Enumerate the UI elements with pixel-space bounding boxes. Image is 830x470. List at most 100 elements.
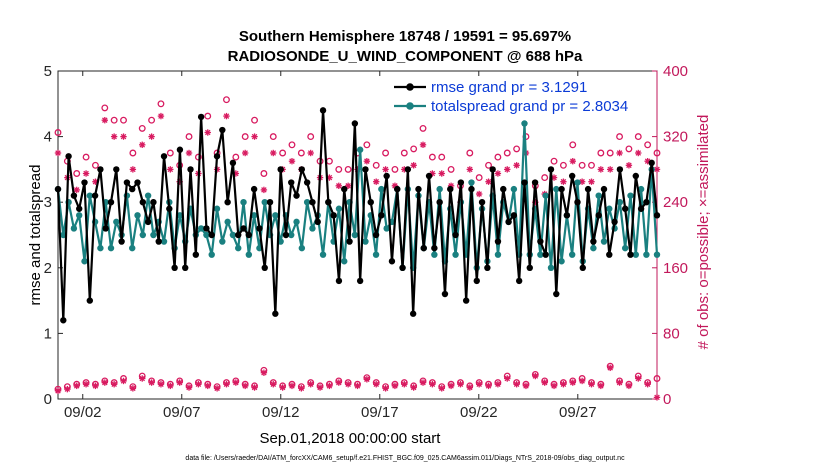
- obs_assimilated_top-stroke: [307, 150, 314, 156]
- obs_assimilated_top-marker: [410, 162, 417, 169]
- obs_possible_top-marker: [269, 133, 277, 141]
- rmse-point: [97, 166, 104, 173]
- obs_assimilated_bottom-stroke: [336, 379, 342, 386]
- rmse-point: [219, 126, 226, 134]
- obs_assimilated_bottom-marker: [532, 372, 539, 380]
- obs_assimilated_top-marker: [185, 149, 193, 157]
- rmse-point: [447, 185, 454, 193]
- rmse-point: [505, 218, 512, 226]
- obs_assimilated_bottom-stroke: [457, 381, 464, 388]
- obs_assimilated_top-stroke: [570, 158, 576, 164]
- obs_possible_top-marker: [54, 129, 62, 136]
- rmse-point: [346, 238, 353, 245]
- obs_possible_top-marker: [204, 112, 212, 120]
- obs_possible_top-marker: [485, 161, 492, 169]
- obs_assimilated_bottom-stroke: [92, 383, 99, 389]
- obs_assimilated_top-stroke: [102, 117, 108, 123]
- rmse-point: [335, 277, 343, 285]
- x-tick-label: 09/22: [460, 404, 498, 421]
- totalspread-point: [606, 205, 613, 212]
- legend-spread-marker: [406, 102, 414, 110]
- obs_assimilated_bottom-stroke: [279, 384, 286, 391]
- obs_assimilated_bottom-stroke: [513, 381, 520, 388]
- rmse-point: [457, 179, 465, 186]
- obs_assimilated_bottom-stroke: [579, 378, 585, 384]
- y-tick-label: 0: [44, 391, 52, 408]
- obs_assimilated_bottom-marker: [466, 384, 474, 391]
- totalspread-point: [362, 238, 369, 245]
- obs_assimilated_bottom-marker: [550, 382, 558, 390]
- totalspread-point: [150, 231, 157, 239]
- rmse-point: [409, 310, 417, 317]
- obs_assimilated_bottom-marker: [157, 381, 165, 388]
- obs_assimilated_bottom-stroke: [186, 384, 192, 391]
- totalspread-point: [553, 185, 560, 193]
- y2-axis-ticks: 0 80 160 240 320 400: [652, 63, 688, 408]
- totalspread-point: [356, 146, 364, 153]
- rmse-point: [86, 297, 94, 304]
- rmse-point: [277, 166, 284, 173]
- obs_assimilated_bottom-marker: [541, 379, 548, 386]
- obs_assimilated_top-stroke: [251, 133, 258, 140]
- rmse-point: [632, 172, 639, 180]
- legend-rmse-label: rmse grand pr = 3.1291: [431, 79, 587, 96]
- rmse-point: [627, 251, 634, 258]
- totalspread-point: [197, 225, 205, 232]
- rmse-point: [531, 179, 539, 186]
- rmse-point: [81, 179, 88, 186]
- totalspread-point: [537, 251, 544, 258]
- y-tick-label: 1: [44, 325, 52, 342]
- rmse-point: [235, 231, 242, 239]
- obs_assimilated_top-marker: [260, 186, 268, 194]
- obs_assimilated_bottom-marker: [354, 382, 361, 390]
- totalspread-point: [272, 212, 279, 219]
- obs_possible_top-marker: [391, 165, 399, 173]
- totalspread-point: [240, 199, 247, 206]
- obs_assimilated_bottom-stroke: [410, 384, 417, 391]
- y2-tick-label: 0: [663, 391, 671, 408]
- rmse-point: [621, 205, 629, 212]
- obs_assimilated_bottom-stroke: [373, 381, 379, 388]
- obs_possible_top-marker: [494, 153, 502, 161]
- rmse-point: [134, 179, 141, 186]
- obs_assimilated_bottom-stroke: [635, 375, 642, 382]
- obs_assimilated_top-marker: [344, 182, 352, 189]
- totalspread-point: [219, 238, 226, 245]
- rmse-point: [574, 199, 581, 206]
- chart-title-line-1: Southern Hemisphere 18748 / 19591 = 95.6…: [239, 28, 571, 45]
- obs_assimilated_bottom-marker: [101, 379, 108, 386]
- obs_assimilated_top-stroke: [551, 174, 557, 181]
- y-tick-label: 5: [44, 63, 52, 80]
- obs_assimilated_bottom-stroke: [570, 379, 576, 386]
- totalspread-point: [600, 238, 608, 245]
- rmse-point: [298, 166, 306, 173]
- obs_assimilated_top-stroke: [186, 150, 192, 156]
- obs_assimilated_bottom-stroke: [111, 381, 117, 388]
- rmse-point: [637, 205, 645, 212]
- legend: rmse grand pr = 3.1291 totalspread grand…: [394, 79, 628, 115]
- obs_assimilated_top-marker: [110, 133, 118, 140]
- x-tick-label: 09/02: [64, 404, 102, 421]
- rmse-point: [229, 159, 237, 167]
- obs_assimilated_bottom-marker: [447, 382, 455, 390]
- obs_assimilated_top-marker: [288, 158, 296, 165]
- obs_assimilated_top-marker: [54, 149, 62, 157]
- rmse-point: [272, 310, 279, 317]
- rmse-point: [415, 185, 422, 193]
- obs_assimilated_bottom-stroke: [307, 381, 314, 388]
- rmse-point: [542, 251, 549, 258]
- obs_possible_top-marker: [372, 161, 380, 169]
- obs_assimilated_bottom-stroke: [130, 385, 136, 392]
- obs_assimilated_bottom-stroke: [167, 383, 174, 389]
- obs_assimilated_bottom-stroke: [644, 381, 651, 388]
- obs_assimilated_bottom-marker: [504, 375, 511, 382]
- obs_assimilated_top-stroke: [139, 142, 145, 148]
- rmse-point: [526, 264, 533, 271]
- obs_possible_top-marker: [73, 170, 81, 177]
- footer-data-file: data file: /Users/raeder/DAI/ATM_forcXX/…: [185, 455, 625, 462]
- obs_assimilated_top-stroke: [626, 162, 632, 169]
- obs_assimilated_bottom-stroke: [588, 381, 595, 388]
- totalspread-point: [245, 251, 253, 258]
- obs_assimilated_bottom-marker: [485, 382, 492, 390]
- obs_assimilated_top-stroke: [410, 162, 417, 169]
